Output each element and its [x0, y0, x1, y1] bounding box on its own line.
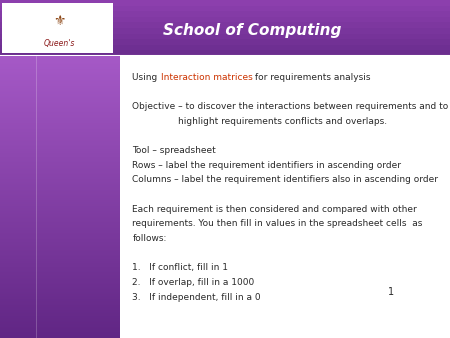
Text: 1.   If conflict, fill in 1: 1. If conflict, fill in 1 [132, 264, 229, 272]
Text: requirements. You then fill in values in the spreadsheet cells  as: requirements. You then fill in values in… [132, 219, 423, 228]
Text: 3.   If independent, fill in a 0: 3. If independent, fill in a 0 [132, 293, 261, 302]
Text: Tool – spreadsheet: Tool – spreadsheet [132, 146, 216, 155]
Text: Interaction matrices: Interaction matrices [161, 73, 252, 82]
Text: Columns – label the requirement identifiers also in ascending order: Columns – label the requirement identifi… [132, 175, 438, 185]
FancyBboxPatch shape [2, 3, 112, 53]
Text: Using: Using [132, 73, 161, 82]
Text: School of Computing: School of Computing [163, 23, 341, 38]
Text: 1: 1 [388, 287, 395, 297]
Text: Rows – label the requirement identifiers in ascending order: Rows – label the requirement identifiers… [132, 161, 401, 170]
Text: for requirements analysis: for requirements analysis [252, 73, 371, 82]
Text: Objective – to discover the interactions between requirements and to: Objective – to discover the interactions… [132, 102, 449, 111]
Text: ⚜: ⚜ [54, 14, 66, 28]
Text: 2.   If overlap, fill in a 1000: 2. If overlap, fill in a 1000 [132, 278, 255, 287]
Text: highlight requirements conflicts and overlaps.: highlight requirements conflicts and ove… [132, 117, 387, 126]
Text: follows:: follows: [132, 234, 167, 243]
Text: Queen's: Queen's [44, 39, 75, 48]
Text: Each requirement is then considered and compared with other: Each requirement is then considered and … [132, 205, 417, 214]
